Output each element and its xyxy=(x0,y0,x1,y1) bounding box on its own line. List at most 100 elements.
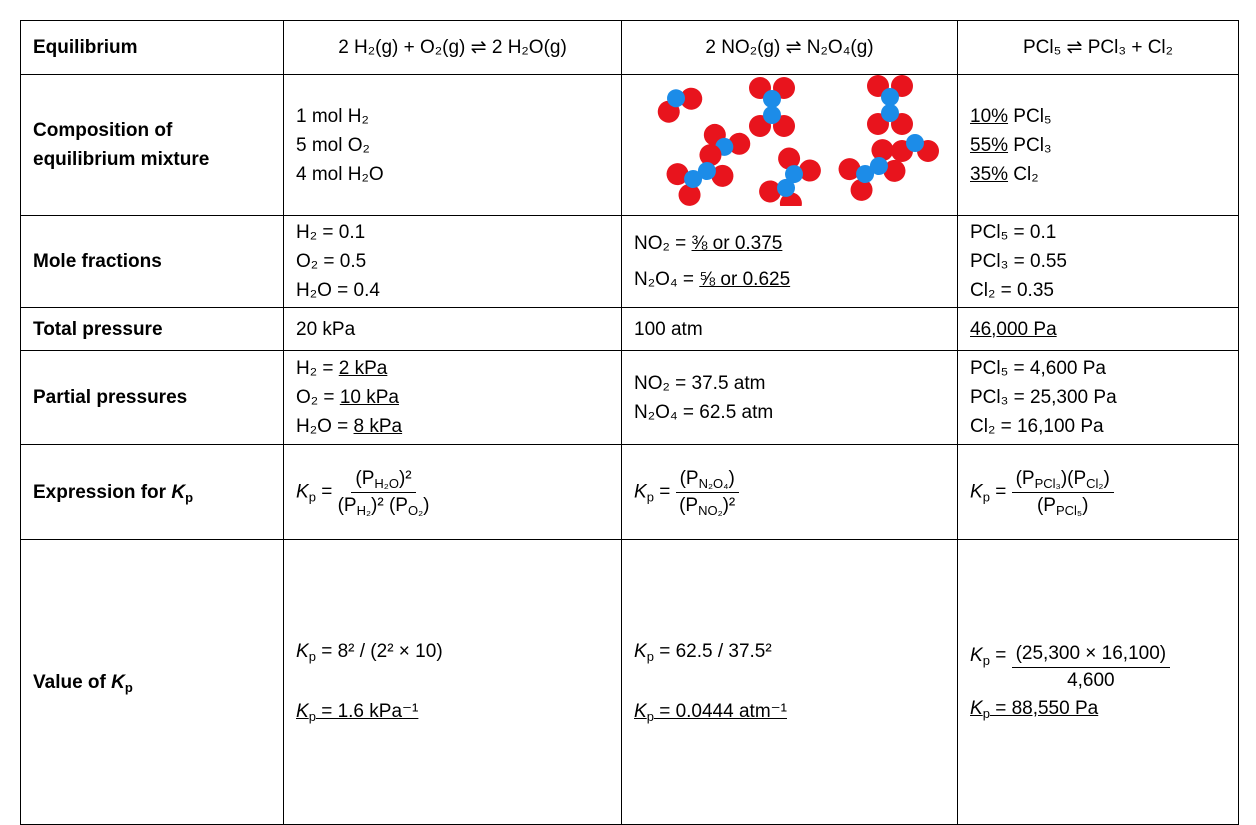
text: 8 kPa xyxy=(353,416,403,437)
text: p xyxy=(308,489,316,505)
text: 1 mol H₂ xyxy=(296,105,369,127)
molecule-atom xyxy=(749,77,795,137)
header-row: Equilibrium 2 H₂(g) + O₂(g) ⇌ 2 H₂O(g) 2… xyxy=(20,20,1239,75)
text: = 1.6 kPa⁻¹ xyxy=(315,701,419,722)
cell-text: 2 NO₂(g) ⇌ N₂O₄(g) xyxy=(621,20,958,75)
text: = 62.5 / 37.5² xyxy=(653,641,772,662)
text: K xyxy=(634,701,647,722)
text: 2 kPa xyxy=(338,358,388,379)
text: p xyxy=(646,649,654,664)
expression-row: Expression for Kp Kp = (PH₂O)² (PH₂)² (PO… xyxy=(20,444,1239,540)
text: Cl₂ xyxy=(1086,475,1104,491)
text: = 88,550 Pa xyxy=(989,698,1099,719)
text: p xyxy=(308,709,316,724)
cell-text: 2 H₂(g) + O₂(g) ⇌ 2 H₂O(g) xyxy=(283,20,622,75)
cell-text: Equilibrium xyxy=(20,20,284,75)
text: H₂ xyxy=(356,502,372,518)
text: K xyxy=(171,481,186,503)
composition-row: Composition of equilibrium mixture 1 mol… xyxy=(20,74,1239,219)
text: NO₂ = 37.5 atm xyxy=(634,372,766,394)
text: K xyxy=(296,701,309,722)
text: PCl₅ xyxy=(1055,502,1083,518)
text: O₂ xyxy=(407,502,424,518)
text: K xyxy=(970,698,983,719)
cell: H₂ = 0.1 O₂ = 0.5 H₂O = 0.4 xyxy=(283,215,622,308)
text: K xyxy=(296,641,309,662)
cell: Kp = 8² / (2² × 10) Kp = 1.6 kPa⁻¹ xyxy=(283,539,622,825)
cell-text: Composition of equilibrium mixture xyxy=(20,74,284,216)
text: ⅝ or 0.625 xyxy=(699,268,791,290)
molecule-atom xyxy=(755,143,825,219)
cell-text: Mole fractions xyxy=(20,215,284,308)
text: p xyxy=(982,653,990,668)
text: p xyxy=(124,679,133,695)
text: H₂O = xyxy=(296,416,354,437)
text: PCl₃ xyxy=(1034,475,1061,491)
text: (P xyxy=(1036,494,1056,516)
text: K xyxy=(296,481,309,503)
text: p xyxy=(646,709,654,724)
text: Cl₂ xyxy=(1008,163,1039,185)
text: p xyxy=(185,489,194,505)
text: O₂ = 0.5 xyxy=(296,251,367,272)
text: (P xyxy=(1015,467,1035,489)
text: (P xyxy=(679,494,699,516)
cell-text: Total pressure xyxy=(20,307,284,351)
text: H₂O xyxy=(374,475,399,491)
text: K xyxy=(111,671,125,693)
text: K xyxy=(634,641,647,662)
partial-pressure-row: Partial pressures H₂ = 2 kPa O₂ = 10 kPa H… xyxy=(20,350,1239,445)
text: Cl₂ = 0.35 xyxy=(970,280,1054,301)
cell: Expression for Kp xyxy=(20,444,284,540)
text: (P xyxy=(679,467,699,489)
text: 4,600 xyxy=(1067,670,1115,691)
text: )(P xyxy=(1060,467,1087,489)
text: )² (P xyxy=(371,494,408,516)
text: PCl₅ xyxy=(1008,105,1052,127)
mole-fraction-row: Mole fractions H₂ = 0.1 O₂ = 0.5 H₂O = 0.4… xyxy=(20,215,1239,308)
cell: Kp = (25,300 × 16,100) 4,600 Kp = 88,550 P… xyxy=(957,539,1239,825)
text: p xyxy=(982,706,990,721)
text: PCl₃ = 0.55 xyxy=(970,251,1067,272)
text: 5 mol O₂ xyxy=(296,134,370,156)
cell: Kp = (PH₂O)² (PH₂)² (PO₂) xyxy=(283,444,622,540)
text: = xyxy=(315,481,338,503)
text: K xyxy=(970,481,983,503)
cell-text: 100 atm xyxy=(621,307,958,351)
text: 10% xyxy=(970,105,1009,127)
cell: Kp = (PN₂O₄) (PNO₂)² xyxy=(621,444,958,540)
text: Value of xyxy=(33,671,112,693)
text: p xyxy=(982,489,990,505)
cell: H₂ = 2 kPa O₂ = 10 kPa H₂O = 8 kPa xyxy=(283,350,622,445)
text: N₂O₄ = xyxy=(634,268,700,290)
text: p xyxy=(308,649,316,664)
text: = 8² / (2² × 10) xyxy=(315,641,443,662)
text: (25,300 × 16,100) xyxy=(1011,641,1171,668)
text: NO₂ = xyxy=(634,232,692,254)
cell: 1 mol H₂ 5 mol O₂ 4 mol H₂O xyxy=(283,74,622,216)
text: Expression for xyxy=(33,481,172,503)
equilibrium-table: Equilibrium 2 H₂(g) + O₂(g) ⇌ 2 H₂O(g) 2… xyxy=(20,20,1239,825)
text: )² xyxy=(722,494,736,516)
text: N₂O₄ = 62.5 atm xyxy=(634,401,774,423)
cell: 46,000 Pa xyxy=(957,307,1239,351)
text: ) xyxy=(1103,467,1110,489)
text: PCl₅ = 4,600 Pa xyxy=(970,358,1106,379)
text: PCl₅ = 0.1 xyxy=(970,222,1057,243)
text: Cl₂ = 16,100 Pa xyxy=(970,416,1104,437)
text: 10 kPa xyxy=(339,387,399,408)
text: p xyxy=(646,489,654,505)
molecule-atom xyxy=(650,78,707,127)
text: = xyxy=(989,481,1012,503)
text: H₂ = xyxy=(296,358,339,379)
value-row: Value of Kp Kp = 8² / (2² × 10) Kp = 1.6 … xyxy=(20,539,1239,825)
text: ) xyxy=(728,467,735,489)
cell: 10% PCl₅ 55% PCl₃ 35% Cl₂ xyxy=(957,74,1239,216)
text: 4 mol H₂O xyxy=(296,163,384,185)
cell-text: 20 kPa xyxy=(283,307,622,351)
text: = 0.0444 atm⁻¹ xyxy=(653,701,787,722)
molecule-picture xyxy=(650,75,939,219)
molecule-atom xyxy=(891,134,939,162)
text: O₂ = xyxy=(296,387,340,408)
cell-text: Partial pressures xyxy=(20,350,284,445)
